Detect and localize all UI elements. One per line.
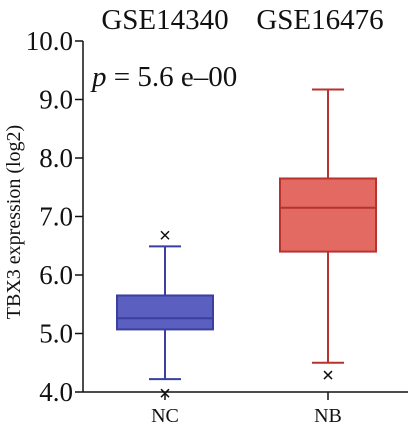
outlier-stroke [160,388,170,398]
header-labels: GSE14340 GSE16476 [101,4,383,36]
y-tick-label: 7.0 [39,202,73,232]
y-axis-label: TBX3 expression (log2) [3,125,25,319]
outlier-marker [160,230,170,240]
box-nb [279,88,377,380]
outlier-marker [323,370,333,380]
y-tick-label: 4.0 [39,377,73,407]
x-tick-label: NB [314,405,342,427]
p-value-annotation: p = 5.6 e–00 [90,61,237,93]
box-nc [116,230,214,398]
y-tick-label: 5.0 [39,319,73,349]
outlier-stroke [160,230,170,240]
iqr-box [279,177,377,253]
p-symbol: p [90,61,107,93]
y-axis: 4.0 5.0 6.0 7.0 8.0 9.0 10.0 [26,26,84,407]
iqr-box [116,294,214,331]
x-axis: NC NB [83,391,408,427]
header-label-gse14340: GSE14340 [101,4,228,36]
header-label-gse16476: GSE16476 [256,4,383,36]
y-tick-label: 9.0 [39,85,73,115]
outlier-stroke [323,370,333,380]
box-plots [116,88,377,398]
y-tick-label: 8.0 [39,143,73,173]
y-tick-label: 10.0 [26,26,73,56]
x-tick-label: NC [151,405,179,427]
p-value-text: = 5.6 e–00 [107,61,238,93]
y-tick-label: 6.0 [39,260,73,290]
outlier-marker [160,388,170,398]
